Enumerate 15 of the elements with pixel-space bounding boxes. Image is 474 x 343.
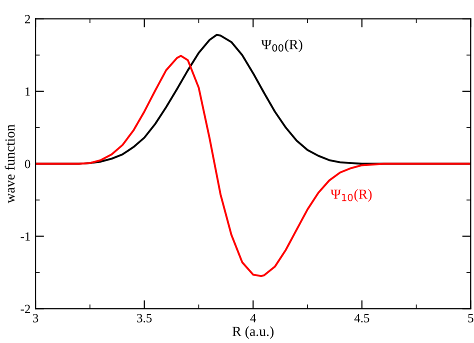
- x-tick-label: 4: [250, 314, 256, 322]
- y-tick-label: 2: [24, 14, 30, 24]
- x-tick-label: 3: [33, 314, 38, 322]
- y-tick-label: -1: [20, 232, 30, 241]
- y-tick-label: 1: [26, 87, 30, 96]
- annotation: Ψ$_{10}$(R): [330, 189, 372, 202]
- x-tick-label: 4.5: [354, 314, 370, 322]
- x-tick-label: 5: [468, 314, 474, 322]
- y-tick-label: -2: [20, 304, 30, 314]
- annotation: Ψ$_{00}$(R): [261, 40, 302, 52]
- line-series: [36, 54, 471, 278]
- x-axis-title: R (a.u.): [232, 326, 274, 339]
- y-axis-title: wave function: [4, 124, 15, 204]
- x-tick-label: 3.5: [137, 314, 152, 322]
- y-tick-label: 0: [24, 160, 30, 168]
